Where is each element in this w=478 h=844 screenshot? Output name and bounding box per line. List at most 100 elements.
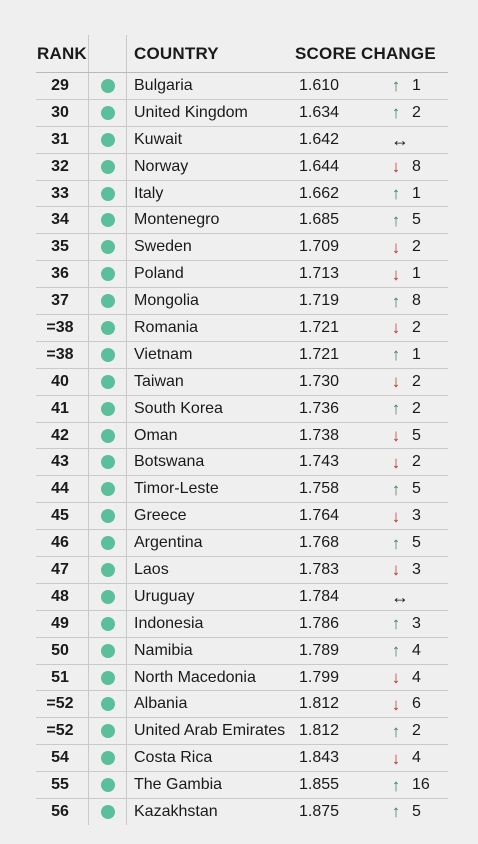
change-cell: ↓ 2 (361, 373, 448, 391)
rank-cell: 35 (51, 238, 69, 256)
circle-dot-icon (100, 320, 115, 335)
score-cell: 1.634 (299, 103, 340, 121)
table-row: 36 Poland 1.713 ↓ 1 (36, 261, 448, 289)
change-cell: ↑ 5 (361, 480, 448, 498)
rank-cell: 43 (51, 453, 69, 471)
rank-cell: 54 (51, 749, 69, 767)
country-header: COUNTRY (134, 43, 219, 63)
arrow-up-icon: ↑ (391, 479, 401, 499)
table-row: =38 Romania 1.721 ↓ 2 (36, 315, 448, 342)
circle-dot-icon (100, 132, 115, 147)
change-cell: ↑ 2 (361, 722, 448, 740)
rank-cell: 49 (51, 614, 69, 632)
country-cell: Mongolia (134, 292, 199, 310)
change-cell: ↓ 2 (361, 319, 448, 337)
arrow-down-icon: ↓ (391, 372, 401, 392)
score-cell: 1.736 (299, 399, 340, 417)
circle-dot-icon (100, 509, 115, 524)
rank-header: RANK (37, 43, 87, 63)
table-row: 51 North Macedonia 1.799 ↓ 4 (36, 664, 448, 692)
status-dot-cell (88, 503, 127, 530)
table-row: 37 Mongolia 1.719 ↑ 8 (36, 288, 448, 316)
country-cell: Laos (134, 560, 169, 578)
circle-dot-icon (100, 697, 115, 712)
rank-cell: 48 (51, 587, 69, 605)
country-cell: Italy (134, 184, 164, 202)
score-cell: 1.843 (299, 749, 340, 767)
country-cell: Bulgaria (134, 76, 193, 94)
arrow-up-icon: ↑ (391, 103, 401, 123)
status-dot-cell (88, 449, 127, 476)
change-value: 3 (412, 560, 421, 578)
dot-header-cell (88, 35, 127, 72)
circle-dot-icon (100, 213, 115, 228)
status-dot-cell (88, 395, 127, 422)
change-cell: ↑ 1 (361, 185, 448, 203)
change-cell: ↓ 8 (361, 158, 448, 176)
country-cell: Oman (134, 426, 178, 444)
score-cell: 1.662 (299, 184, 340, 202)
table-body: 29 Bulgaria 1.610 ↑ 1 30 United Kingdom 1.634 ↑ 2… (36, 73, 448, 825)
country-cell: Uruguay (134, 587, 195, 605)
score-cell: 1.642 (299, 130, 340, 148)
rank-cell: 34 (51, 211, 69, 229)
arrow-up-icon: ↑ (391, 614, 401, 634)
country-cell: Norway (134, 157, 189, 175)
change-value: 2 (412, 238, 421, 256)
country-cell: The Gambia (134, 776, 223, 794)
change-value: 2 (412, 722, 421, 740)
country-cell: North Macedonia (134, 668, 256, 686)
score-cell: 1.812 (299, 695, 340, 713)
change-cell: ↓ 3 (361, 561, 448, 579)
rank-cell: 33 (51, 184, 69, 202)
table-row: 44 Timor-Leste 1.758 ↑ 5 (36, 476, 448, 504)
change-value: 8 (412, 157, 421, 175)
rank-cell: 31 (51, 130, 69, 148)
score-cell: 1.721 (299, 318, 340, 336)
table-row: 41 South Korea 1.736 ↑ 2 (36, 395, 448, 423)
score-cell: 1.685 (299, 211, 340, 229)
change-cell: ↓ 1 (361, 265, 448, 283)
change-cell: ↓ 6 (361, 695, 448, 713)
rank-cell: =38 (46, 345, 74, 363)
table-row: 46 Argentina 1.768 ↑ 5 (36, 530, 448, 558)
status-dot-cell (88, 288, 127, 315)
arrow-up-icon: ↑ (391, 775, 401, 795)
rank-cell: 42 (51, 426, 69, 444)
ranking-table: RANK COUNTRY SCORE CHANGE 29 Bulgaria 1.61… (36, 35, 448, 825)
arrow-up-icon: ↑ (391, 399, 401, 419)
table-row: 35 Sweden 1.709 ↓ 2 (36, 234, 448, 262)
score-cell: 1.875 (299, 802, 340, 820)
change-cell: ↑ 8 (361, 292, 448, 310)
score-cell: 1.709 (299, 238, 340, 256)
score-cell: 1.789 (299, 641, 340, 659)
status-dot-cell (88, 234, 127, 261)
score-cell: 1.799 (299, 668, 340, 686)
circle-dot-icon (100, 240, 115, 255)
rank-cell: =38 (46, 318, 74, 336)
country-cell: Costa Rica (134, 749, 213, 767)
score-cell: 1.730 (299, 372, 340, 390)
status-dot-cell (88, 610, 127, 637)
table-row: 32 Norway 1.644 ↓ 8 (36, 153, 448, 181)
change-value: 4 (412, 668, 421, 686)
change-value: 3 (412, 507, 421, 525)
arrow-down-icon: ↓ (391, 694, 401, 714)
arrow-up-icon: ↑ (391, 291, 401, 311)
country-cell: Montenegro (134, 211, 220, 229)
change-value: 6 (412, 695, 421, 713)
country-cell: Taiwan (134, 372, 184, 390)
score-cell: 1.758 (299, 480, 340, 498)
table-row: 56 Kazakhstan 1.875 ↑ 5 (36, 799, 448, 825)
change-cell: ↑ 16 (361, 776, 448, 794)
status-dot-cell (88, 99, 127, 126)
circle-dot-icon (100, 78, 115, 93)
country-cell: Kazakhstan (134, 802, 218, 820)
country-cell: United Kingdom (134, 103, 248, 121)
arrow-up-icon: ↑ (391, 721, 401, 741)
rank-cell: 41 (51, 399, 69, 417)
change-cell: ↑ 4 (361, 642, 448, 660)
change-value: 1 (412, 184, 421, 202)
country-cell: Vietnam (134, 345, 193, 363)
